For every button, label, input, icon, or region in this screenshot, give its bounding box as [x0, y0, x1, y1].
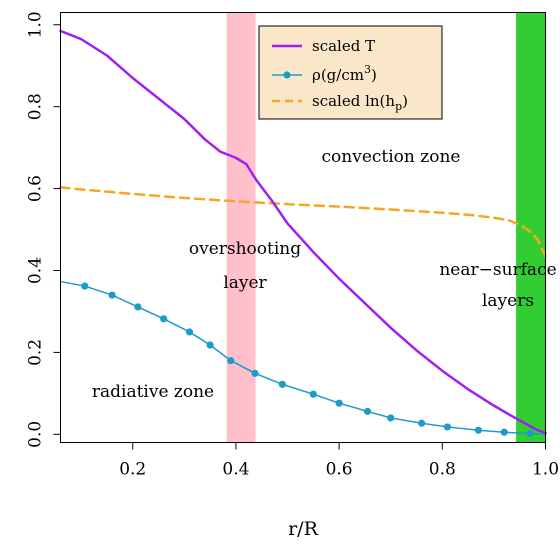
legend-label-scaled-t: scaled T [312, 37, 375, 55]
series-point-g-cm3 [526, 429, 534, 438]
overshooting-band [226, 12, 256, 443]
y-tick-label: 0.2 [26, 339, 46, 366]
series-point-g-cm3 [474, 426, 483, 434]
series-point-g-cm3 [335, 399, 343, 407]
series-point-g-cm3 [309, 390, 317, 398]
legend-key-rho-point [283, 71, 291, 79]
y-tick-label: 0.4 [26, 257, 46, 284]
bands-layer [226, 12, 546, 443]
series-point-g-cm3 [251, 369, 259, 377]
series-point-g-cm3 [108, 291, 116, 299]
y-tick-label: 0.8 [26, 93, 46, 120]
series-point-g-cm3 [160, 315, 168, 323]
series-point-g-cm3 [278, 380, 286, 388]
overshooting-label-line1: overshooting [189, 239, 301, 259]
x-tick-label: 1.0 [532, 460, 559, 480]
x-axis: 0.2 0.4 0.6 0.8 1.0 [119, 442, 559, 480]
legend-label-rho: ρ(g/cm3) [312, 63, 377, 84]
series-point-g-cm3 [443, 423, 452, 431]
series-point-g-cm3 [363, 407, 372, 415]
series-line-scaled-ln-hp [59, 186, 547, 258]
radiative-zone-label: radiative zone [92, 382, 214, 402]
series-point-g-cm3 [387, 414, 395, 422]
series-point-g-cm3 [227, 356, 235, 365]
near-surface-label-line1: near−surface [439, 260, 556, 280]
legend-label-rho-sup: 3 [364, 63, 371, 76]
x-tick-label: 0.4 [222, 460, 249, 480]
series-line-g-cm3 [59, 280, 547, 436]
series-layer [59, 29, 547, 438]
legend-label-ln-hp: scaled ln(hp) [312, 92, 408, 113]
legend-label-ln-hp-main: scaled ln(h [312, 92, 395, 110]
series-point-g-cm3 [206, 341, 214, 349]
near-surface-band [516, 12, 546, 443]
legend-label-ln-hp-tail: ) [402, 92, 408, 110]
x-tick-label: 0.2 [119, 460, 146, 480]
series-line-scaled-t [59, 29, 547, 435]
legend-label-ln-hp-sub: p [395, 100, 402, 113]
series-point-g-cm3 [418, 419, 426, 427]
series-point-g-cm3 [134, 303, 142, 311]
legend-label-rho-main: ρ(g/cm [312, 66, 364, 84]
y-tick-label: 1.0 [26, 11, 46, 38]
x-tick-label: 0.6 [326, 460, 353, 480]
x-tick-label: 0.8 [429, 460, 456, 480]
legend: scaled T ρ(g/cm3) scaled ln(hp) [258, 25, 443, 120]
legend-label-rho-tail: ) [371, 66, 377, 84]
plot-frame [60, 12, 546, 443]
y-tick-label: 0.0 [26, 421, 46, 448]
near-surface-label-line2: layers [482, 291, 534, 311]
x-axis-title: r/R [288, 518, 318, 540]
series-point-g-cm3 [81, 282, 89, 290]
overshooting-label-line2: layer [223, 273, 267, 293]
y-axis: 0.0 0.2 0.4 0.6 0.8 1.0 [26, 11, 61, 448]
series-point-g-cm3 [185, 328, 194, 336]
convection-zone-label: convection zone [322, 147, 461, 167]
series-point-g-cm3 [500, 428, 508, 436]
y-tick-label: 0.6 [26, 175, 46, 202]
